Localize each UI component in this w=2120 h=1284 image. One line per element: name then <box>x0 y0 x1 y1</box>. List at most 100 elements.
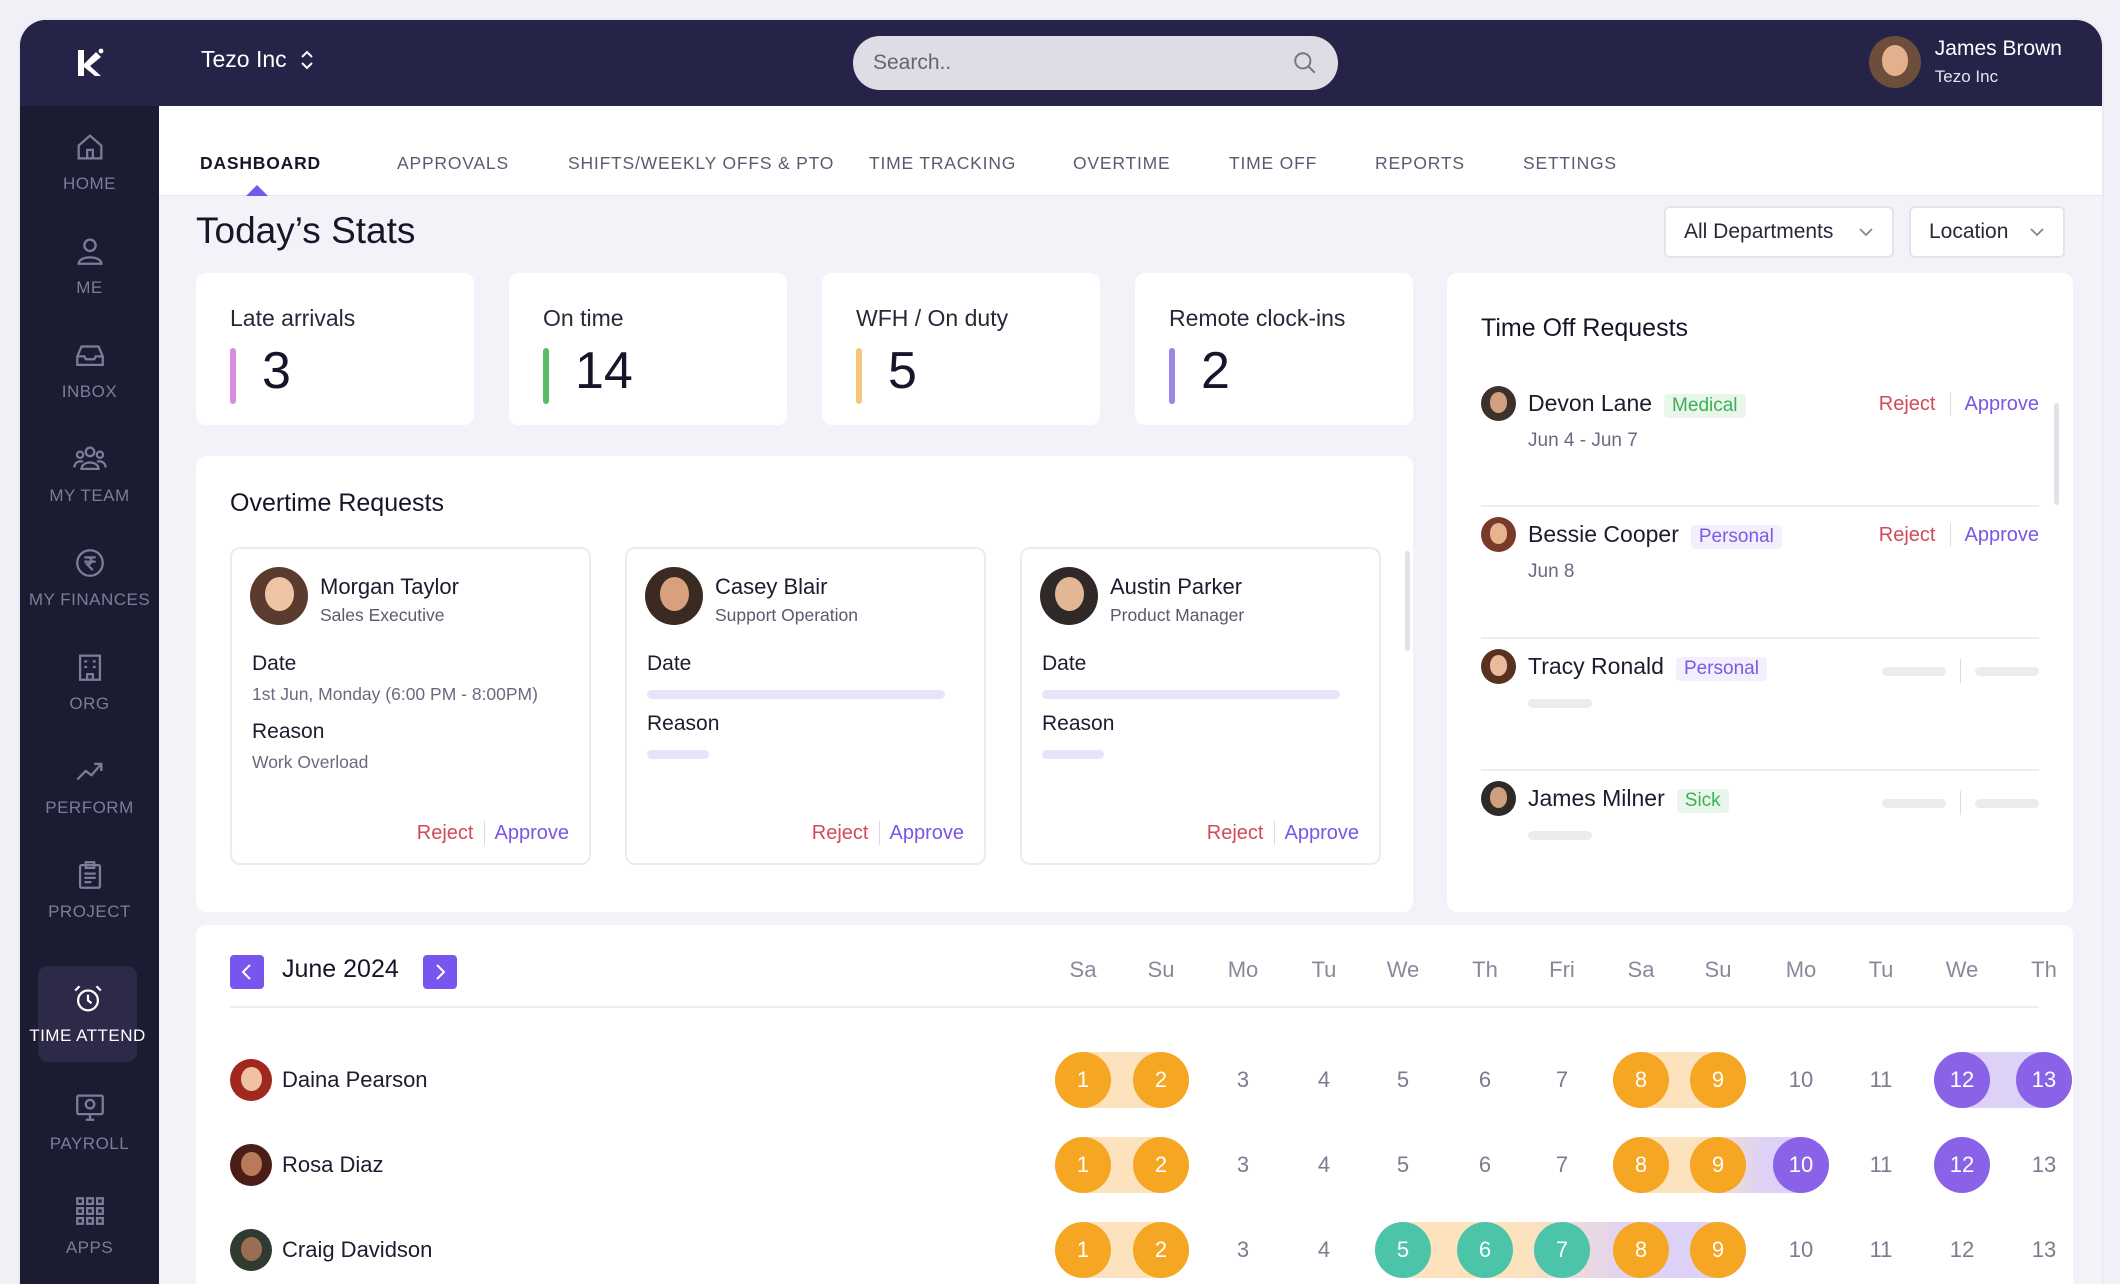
sidebar-item-org[interactable]: ORG <box>20 630 159 734</box>
time-off-request-row[interactable]: Tracy Ronald Personal <box>1481 649 2039 729</box>
calendar-day[interactable]: 10 <box>1788 1237 1814 1262</box>
time-off-request-row[interactable]: James Milner Sick <box>1481 781 2039 861</box>
sidebar-item-inbox[interactable]: INBOX <box>20 318 159 422</box>
sidebar-item-perform[interactable]: PERFORM <box>20 734 159 838</box>
reject-button[interactable]: Reject <box>416 821 474 844</box>
calendar-day[interactable]: 6 <box>1478 1067 1492 1092</box>
sidebar-item-me[interactable]: ME <box>20 214 159 318</box>
user-menu[interactable]: James Brown Tezo Inc <box>1868 36 2062 88</box>
calendar-day[interactable]: 3 <box>1236 1152 1250 1177</box>
location-dropdown[interactable]: Location <box>1909 206 2065 258</box>
avatar <box>230 1144 272 1186</box>
stat-card-remote-clock-ins[interactable]: Remote clock-ins 2 <box>1135 273 1413 425</box>
calendar-day[interactable]: 4 <box>1317 1152 1331 1177</box>
scrollbar[interactable] <box>2054 403 2059 505</box>
reject-button[interactable]: Reject <box>811 821 869 844</box>
calendar-day[interactable]: 2 <box>1133 1137 1189 1193</box>
calendar-day[interactable]: 14 <box>2095 1052 2102 1108</box>
calendar-day[interactable]: 14 <box>2095 1222 2102 1278</box>
approve-button[interactable]: Approve <box>889 821 965 844</box>
calendar-day[interactable]: 4 <box>1317 1067 1331 1092</box>
tab-reports[interactable]: REPORTS <box>1375 153 1465 173</box>
approve-button[interactable]: Approve <box>1964 392 2040 415</box>
company-switcher[interactable]: Tezo Inc <box>201 46 315 73</box>
calendar-day[interactable]: 12 <box>1934 1137 1990 1193</box>
calendar-day[interactable]: 8 <box>1613 1052 1669 1108</box>
calendar-day[interactable]: 12 <box>1949 1237 1975 1262</box>
tab-overtime[interactable]: OVERTIME <box>1073 153 1171 173</box>
reject-button[interactable]: Reject <box>1206 821 1264 844</box>
time-off-request-row[interactable]: Bessie Cooper Personal Jun 8 Reject Appro… <box>1481 517 2039 597</box>
calendar-day[interactable]: 12 <box>1934 1052 1990 1108</box>
building-icon <box>78 654 101 681</box>
calendar-day[interactable]: 5 <box>1396 1152 1410 1177</box>
calendar-day[interactable]: 9 <box>1690 1137 1746 1193</box>
calendar-day[interactable]: 8 <box>1613 1137 1669 1193</box>
sidebar-item-project[interactable]: PROJECT <box>20 838 159 942</box>
calendar-day[interactable]: 3 <box>1236 1237 1250 1262</box>
calendar-day[interactable]: 13 <box>2031 1152 2057 1177</box>
time-off-request-row[interactable]: Devon Lane Medical Jun 4 - Jun 7 Reject A… <box>1481 386 2039 466</box>
sidebar-item-apps[interactable]: APPS <box>20 1174 159 1278</box>
sidebar-item-time-attend[interactable]: TIME ATTEND <box>29 966 145 1062</box>
tab-shifts[interactable]: SHIFTS/WEEKLY OFFS & PTO <box>568 153 835 173</box>
requester-name: James Milner <box>1528 785 1665 811</box>
tab-dashboard[interactable]: DASHBOARD <box>200 153 321 173</box>
calendar-day[interactable]: 7 <box>1534 1222 1590 1278</box>
stat-card-wfh[interactable]: WFH / On duty 5 <box>822 273 1100 425</box>
calendar-day[interactable]: 2 <box>1133 1052 1189 1108</box>
employee-row-label[interactable]: Rosa Diaz <box>230 1144 383 1186</box>
approve-button[interactable]: Approve <box>1284 821 1360 844</box>
calendar-day[interactable]: 8 <box>1613 1222 1669 1278</box>
calendar-day[interactable]: 14 <box>2095 1137 2102 1193</box>
calendar-day[interactable]: 10 <box>1788 1067 1814 1092</box>
tab-time-tracking[interactable]: TIME TRACKING <box>869 153 1017 173</box>
calendar-day[interactable]: 13 <box>2031 1237 2057 1262</box>
calendar-day[interactable]: 7 <box>1555 1067 1569 1092</box>
calendar-day[interactable]: 6 <box>1478 1152 1492 1177</box>
sidebar-item-home[interactable]: HOME <box>20 110 159 214</box>
tab-settings[interactable]: SETTINGS <box>1523 153 1617 173</box>
sidebar-item-my-team[interactable]: MY TEAM <box>20 422 159 526</box>
approve-button[interactable]: Approve <box>1964 523 2040 546</box>
calendar-day[interactable]: 5 <box>1375 1222 1431 1278</box>
calendar-day[interactable]: 7 <box>1555 1152 1569 1177</box>
stat-card-late-arrivals[interactable]: Late arrivals 3 <box>196 273 474 425</box>
stat-card-on-time[interactable]: On time 14 <box>509 273 787 425</box>
calendar-day[interactable]: 4 <box>1317 1237 1331 1262</box>
calendar-day[interactable]: 1 <box>1055 1222 1111 1278</box>
scrollbar[interactable] <box>1405 551 1410 651</box>
employee-row-label[interactable]: Daina Pearson <box>230 1059 428 1101</box>
reject-button[interactable]: Reject <box>1878 523 1936 546</box>
calendar-day[interactable]: 6 <box>1457 1222 1513 1278</box>
department-dropdown[interactable]: All Departments <box>1664 206 1894 258</box>
reject-button[interactable]: Reject <box>1878 392 1936 415</box>
overtime-request-card[interactable]: Casey Blair Support Operation Date Reaso… <box>625 547 986 865</box>
employee-row-label[interactable]: Craig Davidson <box>230 1229 432 1271</box>
tab-time-off[interactable]: TIME OFF <box>1229 153 1318 173</box>
search-box[interactable] <box>853 36 1338 90</box>
calendar-day[interactable]: 1 <box>1055 1137 1111 1193</box>
sidebar-item-payroll[interactable]: PAYROLL <box>20 1070 159 1174</box>
calendar-day[interactable]: 9 <box>1690 1222 1746 1278</box>
calendar-day[interactable]: 13 <box>2016 1052 2072 1108</box>
calendar-day[interactable]: 11 <box>1869 1237 1893 1262</box>
search-icon[interactable] <box>1292 50 1318 76</box>
prev-month-button[interactable] <box>230 955 264 989</box>
next-month-button[interactable] <box>423 955 457 989</box>
overtime-request-card[interactable]: Austin Parker Product Manager Date Reaso… <box>1020 547 1381 865</box>
calendar-day[interactable]: 10 <box>1773 1137 1829 1193</box>
tab-approvals[interactable]: APPROVALS <box>397 153 509 173</box>
search-input[interactable] <box>873 51 1233 75</box>
calendar-day[interactable]: 5 <box>1396 1067 1410 1092</box>
approve-button[interactable]: Approve <box>494 821 570 844</box>
overtime-request-card[interactable]: Morgan Taylor Sales Executive Date 1st J… <box>230 547 591 865</box>
app-logo[interactable] <box>20 20 159 106</box>
calendar-day[interactable]: 11 <box>1869 1152 1893 1177</box>
sidebar-item-my-finances[interactable]: MY FINANCES <box>20 526 159 630</box>
calendar-day[interactable]: 2 <box>1133 1222 1189 1278</box>
calendar-day[interactable]: 3 <box>1236 1067 1250 1092</box>
calendar-day[interactable]: 9 <box>1690 1052 1746 1108</box>
calendar-day[interactable]: 11 <box>1869 1067 1893 1092</box>
calendar-day[interactable]: 1 <box>1055 1052 1111 1108</box>
